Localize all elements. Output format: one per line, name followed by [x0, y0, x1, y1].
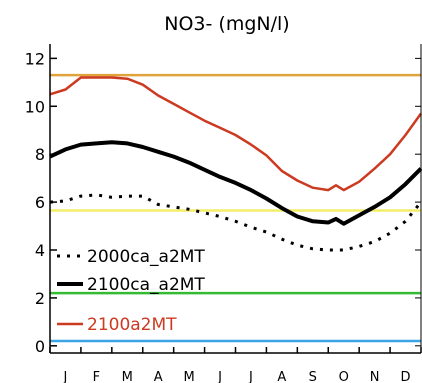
y-tick-label: 2	[35, 289, 45, 308]
plot-axes	[49, 44, 422, 354]
x-tick-label: N	[370, 370, 380, 383]
chart-title: NO3- (mgN/l)	[164, 13, 289, 35]
x-tick-label: A	[277, 370, 286, 383]
legend: 2000ca_a2MT 2100ca_a2MT 2100a2MT	[57, 247, 205, 335]
y-tick-label: 12	[25, 49, 45, 68]
legend-label-2100ca-a2mt: 2100ca_a2MT	[87, 275, 205, 295]
series-line-2000ca-a2mt	[49, 193, 422, 252]
series-line-2100a2mt	[49, 76, 422, 192]
reference-lines	[50, 73, 421, 343]
x-tick-label: O	[339, 370, 349, 383]
x-tick-label: F	[93, 370, 100, 383]
series-lines	[49, 76, 422, 252]
x-tick-label: D	[401, 370, 411, 383]
x-tick-label: J	[248, 370, 253, 383]
y-axis-ticks: 0 2 4 6 8 10 12	[25, 49, 421, 356]
x-tick-label: M	[184, 370, 195, 383]
x-tick-label: S	[309, 370, 317, 383]
series-line-2100ca-a2mt	[49, 140, 422, 226]
y-tick-label: 4	[35, 241, 45, 260]
y-tick-label: 0	[35, 337, 45, 356]
y-tick-label: 6	[35, 193, 45, 212]
y-tick-label: 8	[35, 145, 45, 164]
legend-label-2100a2mt: 2100a2MT	[87, 315, 177, 335]
x-tick-label: J	[217, 370, 222, 383]
y-tick-label: 10	[25, 97, 45, 116]
x-tick-label: J	[63, 370, 68, 383]
legend-label-2000ca-a2mt: 2000ca_a2MT	[87, 247, 205, 267]
x-tick-label: M	[122, 370, 133, 383]
x-tick-label: A	[154, 370, 163, 383]
